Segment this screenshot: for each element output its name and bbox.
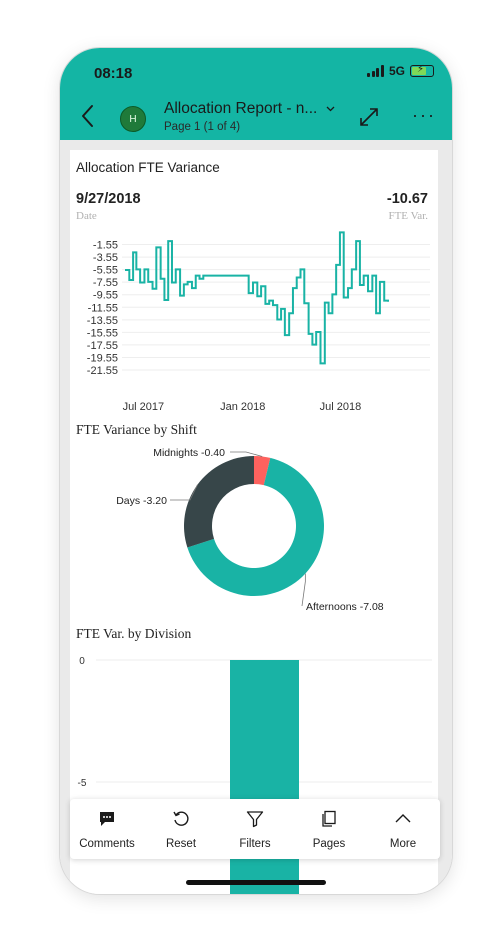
kpi-date-value: 9/27/2018 bbox=[76, 191, 141, 207]
y-tick-label: -15.55 bbox=[87, 327, 118, 339]
pages-label: Pages bbox=[312, 837, 346, 850]
avatar[interactable]: H bbox=[120, 106, 146, 132]
shift-chart-title: FTE Variance by Shift bbox=[76, 422, 197, 437]
home-indicator bbox=[186, 880, 326, 885]
page-indicator: Page 1 (1 of 4) bbox=[164, 121, 241, 133]
fte-variance-line-chart[interactable]: -1.55-3.55-5.55-7.55-9.55-11.55-13.55-15… bbox=[70, 226, 438, 416]
comment-icon bbox=[100, 811, 114, 826]
bottom-toolbar: Comments Reset Filters Pages bbox=[70, 799, 440, 859]
y-tick-label: -7.55 bbox=[93, 277, 118, 289]
chevron-left-icon[interactable] bbox=[77, 103, 99, 129]
kpi-var-value: -10.67 bbox=[386, 191, 428, 207]
comments-button[interactable]: Comments bbox=[70, 809, 144, 850]
filters-label: Filters bbox=[239, 837, 271, 850]
y-tick-label: -9.55 bbox=[93, 290, 118, 302]
more-button[interactable]: More bbox=[366, 809, 440, 850]
x-tick-label: Jan 2018 bbox=[220, 401, 265, 413]
status-indicators: 5G ⚡ bbox=[367, 64, 434, 78]
signal-icon bbox=[367, 65, 384, 77]
y-tick-label: -5.55 bbox=[93, 265, 118, 277]
y-tick-label: -19.55 bbox=[87, 352, 118, 364]
report-title: Allocation Report - n... bbox=[164, 100, 318, 117]
filters-button[interactable]: Filters bbox=[218, 809, 292, 850]
y-tick-label: -3.55 bbox=[93, 252, 118, 264]
chevron-up-icon bbox=[395, 813, 411, 822]
reset-label: Reset bbox=[165, 837, 197, 850]
filter-icon bbox=[246, 810, 264, 827]
reset-icon bbox=[173, 810, 189, 826]
donut-leader-line bbox=[230, 451, 263, 457]
y-tick-label: -13.55 bbox=[87, 315, 118, 327]
report-canvas: Allocation FTE Variance 9/27/2018 Date -… bbox=[60, 140, 452, 894]
status-time: 08:18 bbox=[94, 65, 133, 82]
y-tick-label: -21.55 bbox=[87, 365, 118, 377]
phone-frame: 08:18 5G ⚡ H Allocation Report - n... Pa… bbox=[60, 48, 452, 894]
kpi-var-label: FTE Var. bbox=[388, 210, 428, 222]
comments-label: Comments bbox=[79, 837, 135, 850]
bar-y-tick-label: 0 bbox=[79, 656, 85, 667]
division-chart-title: FTE Var. by Division bbox=[76, 626, 192, 641]
series-line[interactable] bbox=[125, 231, 389, 365]
donut-leader-line bbox=[170, 484, 198, 501]
donut-slice-midnights[interactable] bbox=[254, 456, 271, 486]
y-tick-label: -11.55 bbox=[88, 302, 118, 314]
avatar-initial: H bbox=[129, 113, 137, 125]
more-horizontal-icon[interactable]: ··· bbox=[412, 105, 436, 125]
y-tick-label: -17.55 bbox=[87, 340, 118, 352]
network-label: 5G bbox=[388, 64, 405, 78]
pages-icon bbox=[322, 810, 336, 827]
donut-label-midnights: Midnights -0.40 bbox=[153, 447, 225, 459]
kpi-date-label: Date bbox=[76, 210, 97, 222]
donut-slice-days[interactable] bbox=[184, 456, 254, 548]
battery-icon: ⚡ bbox=[410, 64, 434, 77]
x-tick-label: Jul 2017 bbox=[123, 401, 165, 413]
variance-card-title: Allocation FTE Variance bbox=[76, 160, 220, 175]
report-title-dropdown[interactable]: Allocation Report - n... bbox=[164, 100, 335, 118]
report-page: Allocation FTE Variance 9/27/2018 Date -… bbox=[70, 150, 438, 894]
chevron-down-icon bbox=[326, 106, 335, 112]
expand-diagonal-icon[interactable] bbox=[358, 106, 380, 128]
bar-y-tick-label: -5 bbox=[78, 778, 87, 789]
shift-donut-chart[interactable]: Midnights -0.40 Days -3.20 Afternoons -7.0… bbox=[70, 442, 438, 622]
pages-button[interactable]: Pages bbox=[292, 809, 366, 850]
donut-label-days: Days -3.20 bbox=[116, 495, 167, 507]
more-label: More bbox=[389, 837, 417, 850]
x-tick-label: Jul 2018 bbox=[320, 401, 362, 413]
donut-leader-line bbox=[301, 573, 306, 607]
donut-label-afternoons: Afternoons -7.08 bbox=[306, 601, 384, 613]
donut-slice-afternoons[interactable] bbox=[187, 457, 324, 596]
y-tick-label: -1.55 bbox=[93, 240, 118, 252]
app-header: 08:18 5G ⚡ H Allocation Report - n... Pa… bbox=[60, 48, 452, 140]
reset-button[interactable]: Reset bbox=[144, 809, 218, 850]
